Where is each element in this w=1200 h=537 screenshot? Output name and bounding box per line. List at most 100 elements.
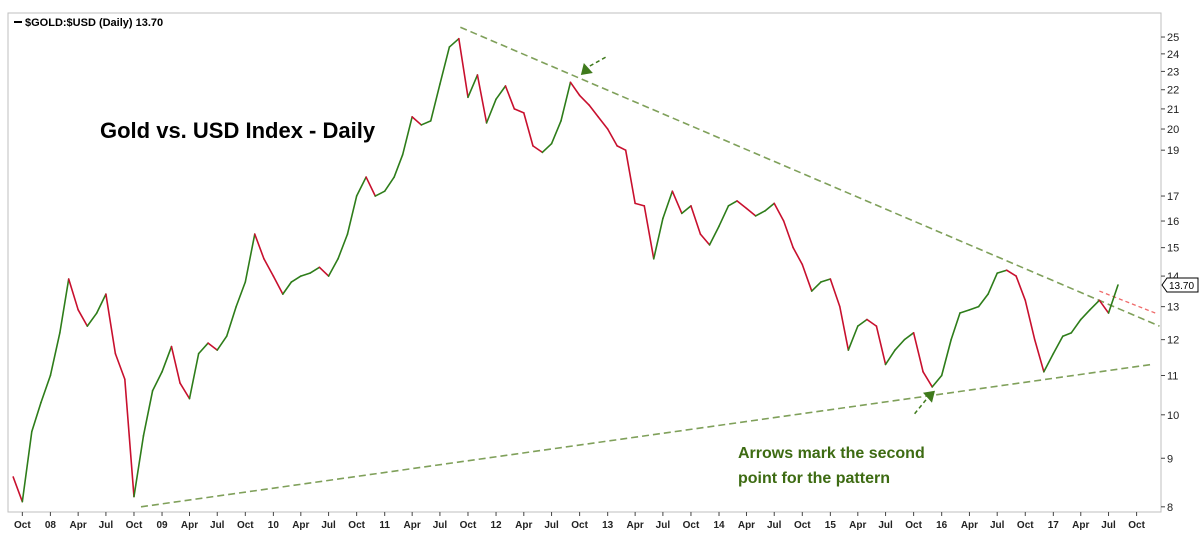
- price-segment: [235, 281, 247, 308]
- arrow-head-icon: [922, 390, 935, 403]
- price-segment: [272, 275, 284, 295]
- x-tick-label: Oct: [794, 520, 811, 531]
- price-segment: [197, 342, 209, 355]
- y-tick-label: 11: [1167, 371, 1178, 383]
- price-segment: [309, 266, 321, 274]
- price-segment: [1098, 299, 1110, 314]
- price-segment: [1015, 275, 1027, 302]
- x-tick-label: Apr: [515, 520, 532, 531]
- price-segment: [727, 200, 738, 207]
- x-tick-label: 14: [713, 520, 725, 531]
- price-segment: [801, 263, 813, 292]
- price-segment: [439, 46, 451, 85]
- y-tick-label: 22: [1167, 85, 1179, 97]
- price-segment: [161, 345, 173, 373]
- price-segment: [792, 246, 804, 266]
- price-segment: [1043, 352, 1055, 373]
- price-segment: [1005, 269, 1017, 277]
- arrow-head-icon: [580, 63, 593, 76]
- price-segment: [875, 325, 887, 366]
- price-segment: [884, 349, 896, 366]
- price-segment: [355, 176, 367, 197]
- x-tick-label: Jul: [656, 520, 671, 531]
- x-tick-label: Oct: [1017, 520, 1034, 531]
- price-segment: [95, 293, 107, 314]
- price-segment: [718, 205, 730, 228]
- price-segment: [532, 145, 544, 154]
- chart-title: Gold vs. USD Index - Daily: [100, 118, 376, 143]
- price-segment: [959, 309, 971, 314]
- x-tick-label: Oct: [1128, 520, 1145, 531]
- x-tick-label: Jul: [878, 520, 893, 531]
- x-tick-label: Apr: [1072, 520, 1089, 531]
- x-tick-label: Jul: [99, 520, 114, 531]
- y-tick-label: 25: [1167, 32, 1179, 44]
- x-tick-label: Jul: [433, 520, 448, 531]
- price-segment: [652, 217, 664, 260]
- price-segment: [847, 325, 859, 351]
- legend: $GOLD:$USD (Daily) 13.70: [14, 17, 163, 29]
- x-tick-label: 15: [825, 520, 837, 531]
- price-segment: [922, 370, 934, 388]
- price-segment: [857, 318, 868, 327]
- y-tick-label: 17: [1167, 191, 1179, 203]
- price-segment: [458, 37, 469, 99]
- x-tick-label: Apr: [849, 520, 866, 531]
- x-tick-label: 10: [268, 520, 280, 531]
- price-segment: [429, 83, 441, 122]
- annotation-arrows: [580, 55, 935, 417]
- price-segment: [764, 202, 776, 212]
- x-axis-ticks: Oct 08 Apr Jul Oct 09 Apr Jul Oct 10 Apr Jul Oct 11 Ap…: [14, 512, 1146, 531]
- x-tick-label: Oct: [237, 520, 254, 531]
- y-tick-label: 8: [1167, 502, 1173, 514]
- price-segment: [745, 207, 757, 217]
- price-segment: [1070, 318, 1082, 334]
- x-tick-label: 09: [156, 520, 168, 531]
- price-segment: [754, 210, 766, 217]
- last-value-tag-icon: [1161, 277, 1199, 293]
- price-segment: [151, 370, 163, 392]
- price-segment: [86, 312, 98, 327]
- price-segment: [300, 272, 311, 277]
- price-segment: [346, 195, 358, 235]
- y-tick-label: 21: [1167, 104, 1179, 116]
- price-segment: [207, 342, 219, 351]
- price-segment: [1107, 284, 1119, 314]
- last-value-label: 13.70: [1169, 281, 1194, 292]
- price-segment: [318, 266, 330, 277]
- x-tick-label: 16: [936, 520, 948, 531]
- x-tick-label: Oct: [905, 520, 922, 531]
- price-segment: [12, 476, 24, 503]
- price-segment: [1024, 299, 1036, 341]
- x-tick-label: 12: [490, 520, 502, 531]
- price-segment: [681, 205, 692, 215]
- x-tick-label: Oct: [460, 520, 477, 531]
- price-segment: [170, 345, 181, 384]
- price-segment: [504, 85, 516, 110]
- price-segment: [30, 401, 42, 433]
- price-segment: [690, 205, 702, 235]
- price-segment: [671, 190, 683, 215]
- price-segment: [40, 374, 52, 404]
- price-segment: [810, 281, 822, 292]
- legend-label: $GOLD:$USD (Daily) 13.70: [25, 17, 163, 29]
- y-tick-label: 10: [1167, 410, 1179, 422]
- price-segment: [736, 200, 748, 210]
- x-tick-label: Apr: [738, 520, 755, 531]
- price-segment: [225, 305, 237, 338]
- x-tick-label: Apr: [292, 520, 309, 531]
- price-segment: [569, 81, 581, 97]
- price-segment: [616, 145, 627, 151]
- price-segment: [708, 225, 720, 246]
- price-segment: [476, 74, 488, 124]
- price-segment: [188, 352, 200, 400]
- trendline-lower: [140, 363, 1152, 508]
- x-tick-label: Jul: [544, 520, 559, 531]
- price-segment: [327, 257, 339, 277]
- price-series: [12, 37, 1119, 503]
- price-segment: [1061, 332, 1073, 338]
- x-tick-label: 17: [1048, 520, 1060, 531]
- price-segment: [1089, 299, 1101, 311]
- price-segment: [263, 257, 275, 277]
